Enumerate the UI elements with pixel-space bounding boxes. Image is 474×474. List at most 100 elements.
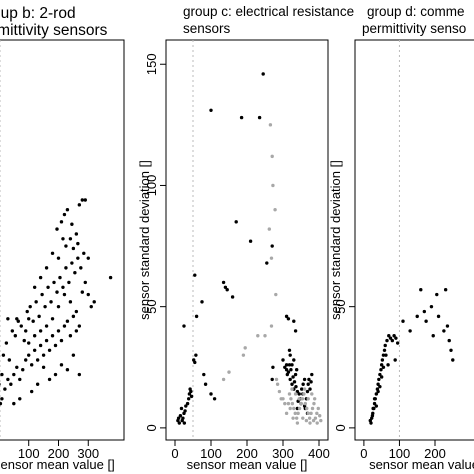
- data-point-black: [309, 380, 313, 384]
- data-point-black: [7, 358, 12, 362]
- data-point-black: [234, 220, 238, 224]
- data-point-black: [50, 334, 55, 338]
- data-point-gray: [297, 406, 302, 411]
- data-point-black: [41, 365, 46, 369]
- data-point-gray: [299, 401, 303, 406]
- panel-c-x-axis: 0 100 200 300 400: [171, 440, 330, 461]
- data-point-black: [24, 358, 28, 362]
- data-point-black: [202, 372, 206, 377]
- data-point-black: [285, 372, 290, 377]
- data-point-black: [47, 377, 52, 382]
- panel-c-x-axis-label: sensor mean value []: [187, 457, 308, 472]
- data-point-black: [385, 338, 389, 343]
- data-point-gray: [293, 411, 297, 416]
- data-point-black: [292, 380, 297, 384]
- data-point-gray: [274, 377, 279, 382]
- data-point-gray: [241, 353, 246, 357]
- panel-c-points: [176, 72, 323, 425]
- data-point-gray: [286, 401, 291, 406]
- data-point-black: [374, 404, 379, 408]
- data-point-gray: [275, 382, 280, 386]
- data-point-black: [368, 418, 372, 423]
- data-point-black: [32, 334, 37, 338]
- data-point-black: [32, 348, 37, 353]
- data-point-gray: [310, 392, 314, 396]
- data-point-black: [293, 372, 298, 377]
- data-point-black: [182, 324, 186, 328]
- data-point-black: [443, 287, 448, 292]
- data-point-black: [59, 338, 64, 343]
- data-point-black: [59, 220, 64, 224]
- data-point-gray: [300, 397, 305, 401]
- data-point-black: [379, 367, 383, 372]
- data-point-gray: [305, 406, 309, 411]
- data-point-black: [67, 280, 71, 285]
- data-point-black: [290, 382, 294, 386]
- data-point-black: [451, 358, 455, 362]
- data-point-gray: [256, 334, 260, 338]
- data-point-black: [74, 232, 79, 236]
- data-point-black: [283, 365, 287, 369]
- x-tick-label: 300: [272, 446, 294, 461]
- data-point-black: [62, 212, 67, 217]
- data-point-black: [248, 239, 253, 243]
- data-point-black: [290, 363, 294, 367]
- data-point-gray: [221, 377, 226, 382]
- data-point-black: [295, 389, 300, 394]
- panel-b-title-line-2: rmittivity sensors: [0, 22, 108, 39]
- data-point-black: [55, 227, 59, 231]
- data-point-gray: [243, 346, 247, 350]
- x-tick-label: 400: [308, 446, 330, 461]
- data-point-black: [77, 372, 82, 377]
- data-point-black: [38, 275, 43, 280]
- panel-b-title-line-1: oup b: 2-rod: [0, 5, 76, 22]
- data-point-black: [442, 329, 446, 333]
- x-tick-label: 300: [77, 446, 99, 461]
- data-point-black: [35, 382, 40, 386]
- data-point-black: [271, 365, 275, 369]
- data-point-black: [31, 319, 35, 323]
- data-point-black: [71, 353, 76, 357]
- panel-c-title-line-2: sensors: [183, 21, 231, 36]
- data-point-black: [83, 280, 87, 285]
- data-point-gray: [279, 397, 283, 401]
- data-point-black: [209, 392, 213, 396]
- data-point-black: [76, 256, 80, 260]
- data-point-gray: [306, 397, 310, 401]
- data-point-black: [176, 418, 180, 423]
- data-point-black: [32, 285, 37, 289]
- data-point-black: [230, 295, 235, 299]
- data-point-black: [0, 382, 1, 386]
- data-point-black: [86, 256, 90, 260]
- panel-group-b: oup b: 2-rod rmittivity sensors 100 200 30…: [0, 5, 125, 472]
- panel-d-x-axis: 0 100 200: [360, 440, 446, 461]
- data-point-black: [47, 348, 52, 353]
- panel-d-x-axis-label: sensor mean value: [369, 457, 474, 472]
- data-point-black: [52, 280, 56, 285]
- panel-b-points: [0, 198, 113, 406]
- data-point-black: [431, 334, 435, 338]
- data-point-black: [68, 300, 73, 304]
- data-point-black: [186, 397, 191, 401]
- data-point-black: [21, 367, 25, 372]
- data-point-black: [12, 401, 16, 406]
- data-point-black: [288, 353, 292, 357]
- data-point-black: [381, 365, 386, 369]
- data-point-black: [65, 367, 70, 372]
- data-point-gray: [277, 389, 282, 394]
- data-point-black: [77, 203, 82, 207]
- data-point-black: [184, 404, 188, 408]
- data-point-black: [449, 348, 453, 353]
- x-tick-label: 0: [171, 446, 178, 461]
- data-point-black: [71, 246, 76, 251]
- data-point-black: [436, 314, 441, 319]
- data-point-black: [44, 266, 49, 270]
- panel-d-y-axis: 0 50: [333, 299, 355, 431]
- data-point-black: [40, 292, 44, 297]
- data-point-black: [284, 363, 289, 367]
- data-point-gray: [292, 406, 296, 411]
- data-point-black: [287, 363, 292, 367]
- data-point-gray: [303, 401, 308, 406]
- data-point-gray: [312, 397, 317, 401]
- data-point-black: [35, 358, 40, 362]
